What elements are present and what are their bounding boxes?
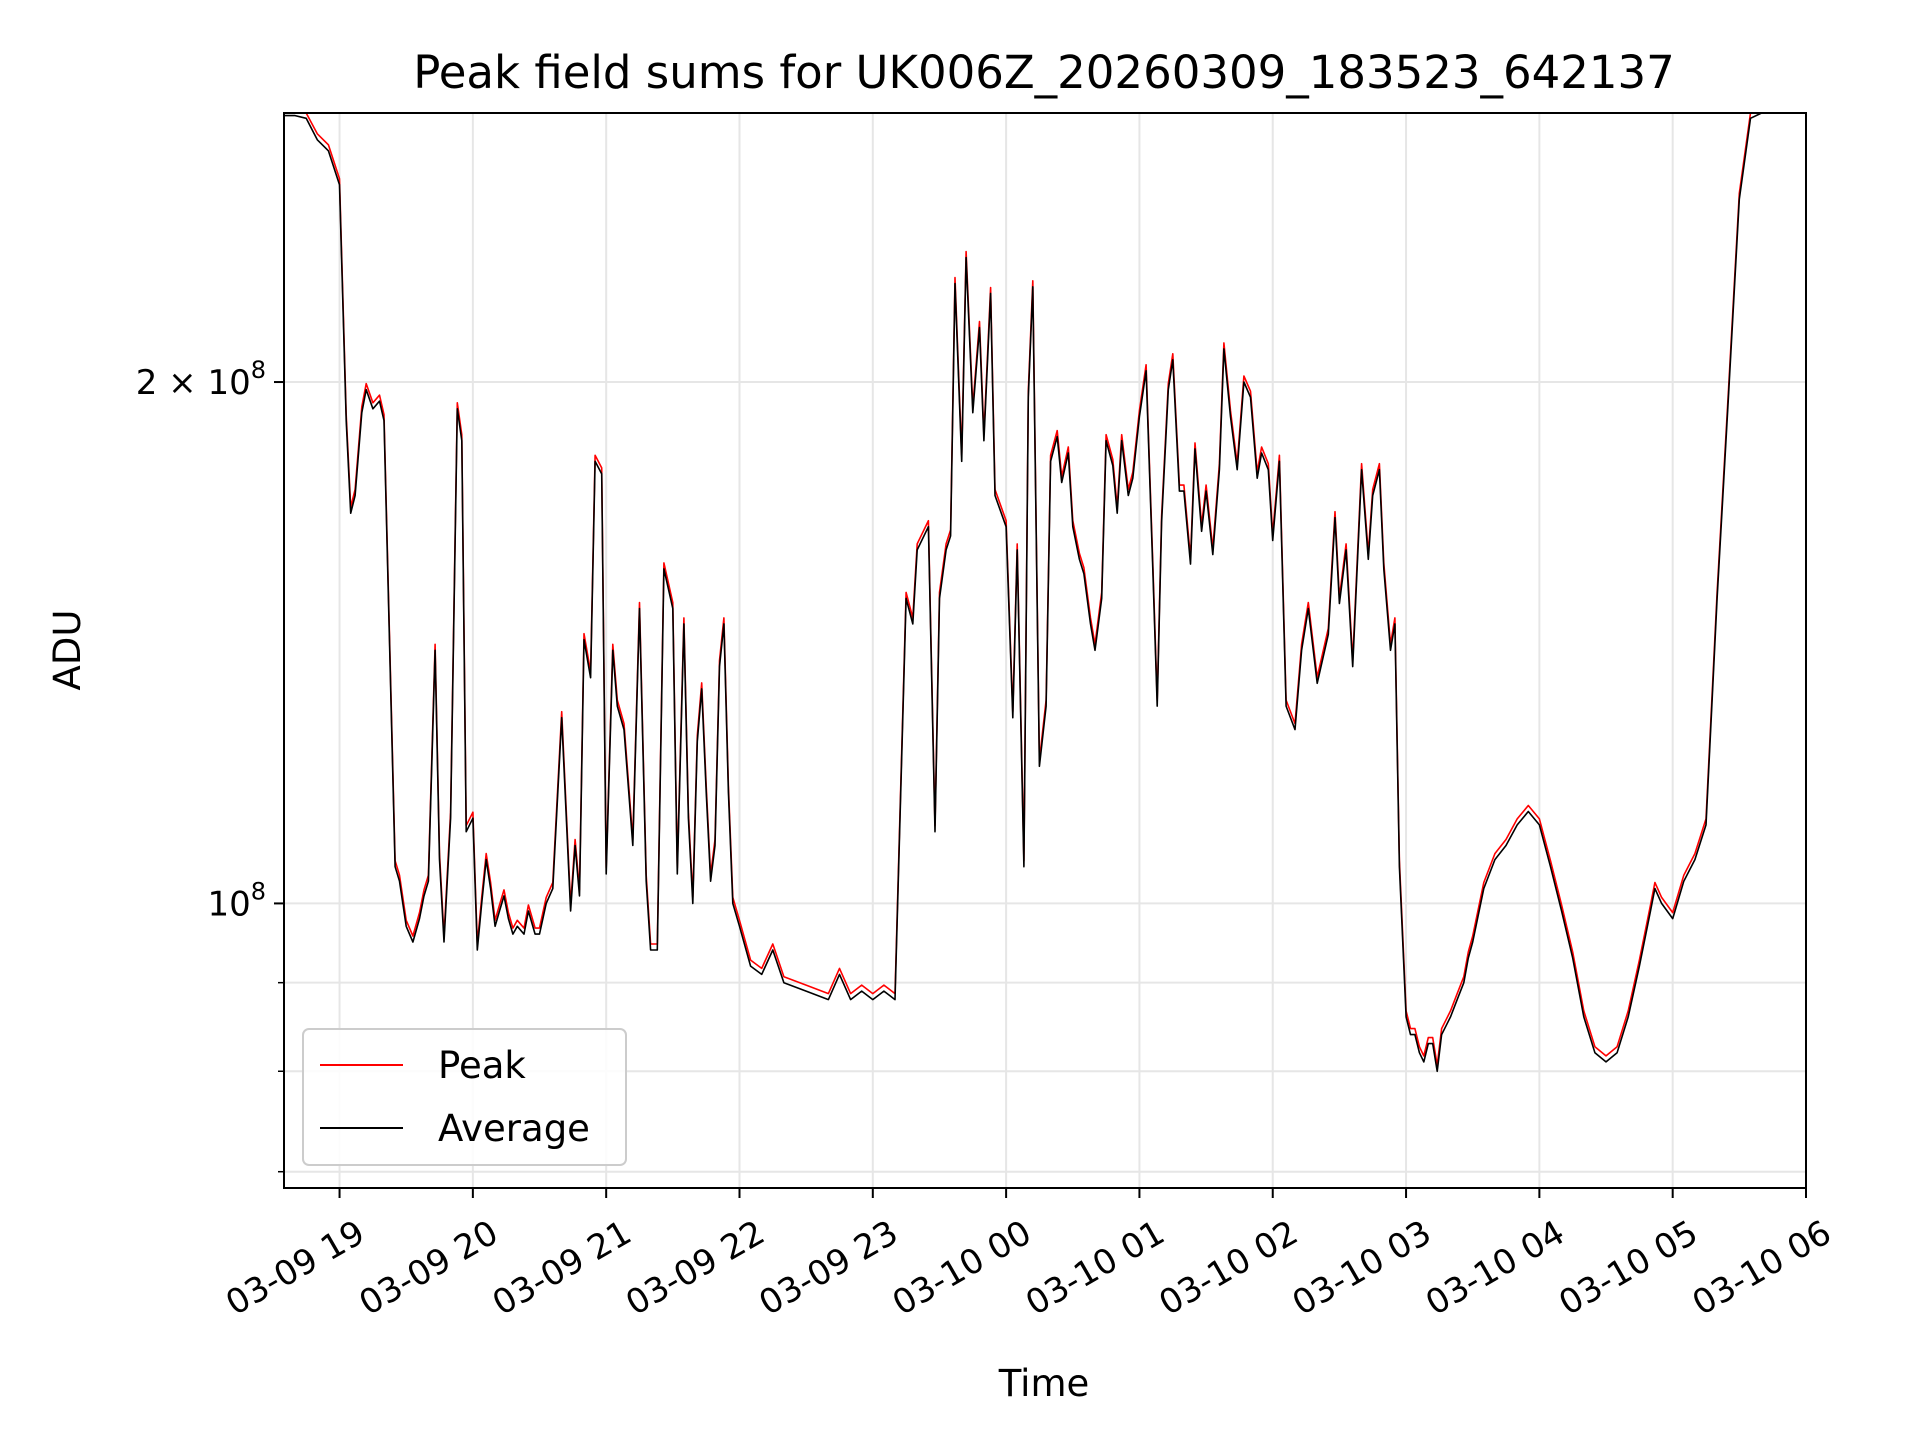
series-line-average <box>284 112 1762 1073</box>
data-series-group <box>284 112 1762 1073</box>
chart-title: Peak field sums for UK006Z_20260309_1835… <box>413 46 1675 99</box>
x-axis-label: Time <box>998 1362 1090 1405</box>
legend-label-average: Average <box>438 1107 590 1150</box>
legend-label-peak: Peak <box>438 1044 526 1087</box>
legend-box <box>302 1028 627 1166</box>
legend: Peak Average <box>302 1028 627 1166</box>
y-tick-label: 108 <box>207 877 266 924</box>
y-axis-label: ADU <box>46 610 89 691</box>
y-tick-label: 2 × 108 <box>136 356 266 403</box>
plot-frame <box>283 112 1807 1189</box>
y-axis: 2 × 108 108 <box>136 356 284 1173</box>
